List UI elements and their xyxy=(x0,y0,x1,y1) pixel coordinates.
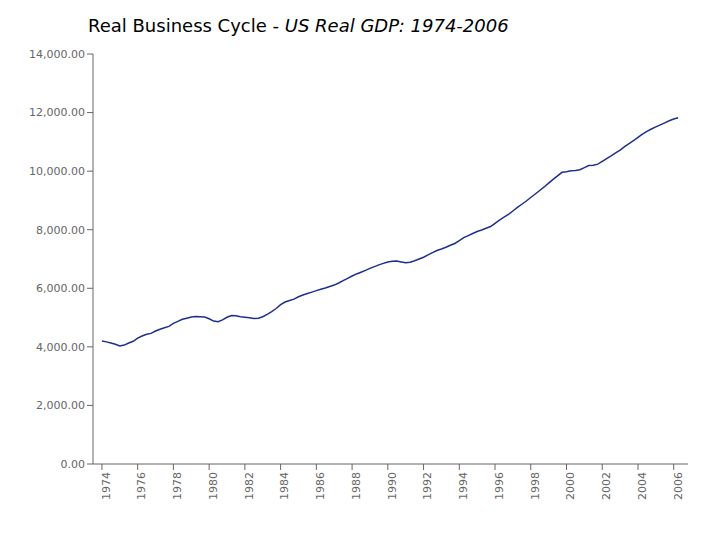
svg-text:1986: 1986 xyxy=(314,472,327,500)
svg-text:1978: 1978 xyxy=(171,472,184,500)
svg-text:2004: 2004 xyxy=(636,472,649,500)
svg-text:10,000.00: 10,000.00 xyxy=(29,165,85,178)
svg-text:1984: 1984 xyxy=(278,472,291,500)
svg-text:2,000.00: 2,000.00 xyxy=(36,399,85,412)
svg-text:2006: 2006 xyxy=(672,472,685,500)
svg-text:2000: 2000 xyxy=(564,472,577,500)
svg-text:1974: 1974 xyxy=(100,472,113,500)
svg-text:1996: 1996 xyxy=(493,472,506,500)
svg-text:8,000.00: 8,000.00 xyxy=(36,224,85,237)
svg-text:1992: 1992 xyxy=(421,472,434,500)
svg-text:1980: 1980 xyxy=(207,472,220,500)
svg-text:12,000.00: 12,000.00 xyxy=(29,106,85,119)
svg-text:1998: 1998 xyxy=(529,472,542,500)
svg-text:14,000.00: 14,000.00 xyxy=(29,48,85,61)
svg-text:1982: 1982 xyxy=(243,472,256,500)
svg-text:1976: 1976 xyxy=(135,472,148,500)
svg-text:2002: 2002 xyxy=(600,472,613,500)
svg-text:1990: 1990 xyxy=(386,472,399,500)
svg-text:6,000.00: 6,000.00 xyxy=(36,282,85,295)
svg-text:4,000.00: 4,000.00 xyxy=(36,341,85,354)
svg-text:1994: 1994 xyxy=(457,472,470,500)
svg-text:0.00: 0.00 xyxy=(61,458,86,471)
html-text:Real Business Cycle - US Real: Real Business Cycle - US Real GDP: 1974-… xyxy=(88,15,509,36)
svg-text:1988: 1988 xyxy=(350,472,363,500)
